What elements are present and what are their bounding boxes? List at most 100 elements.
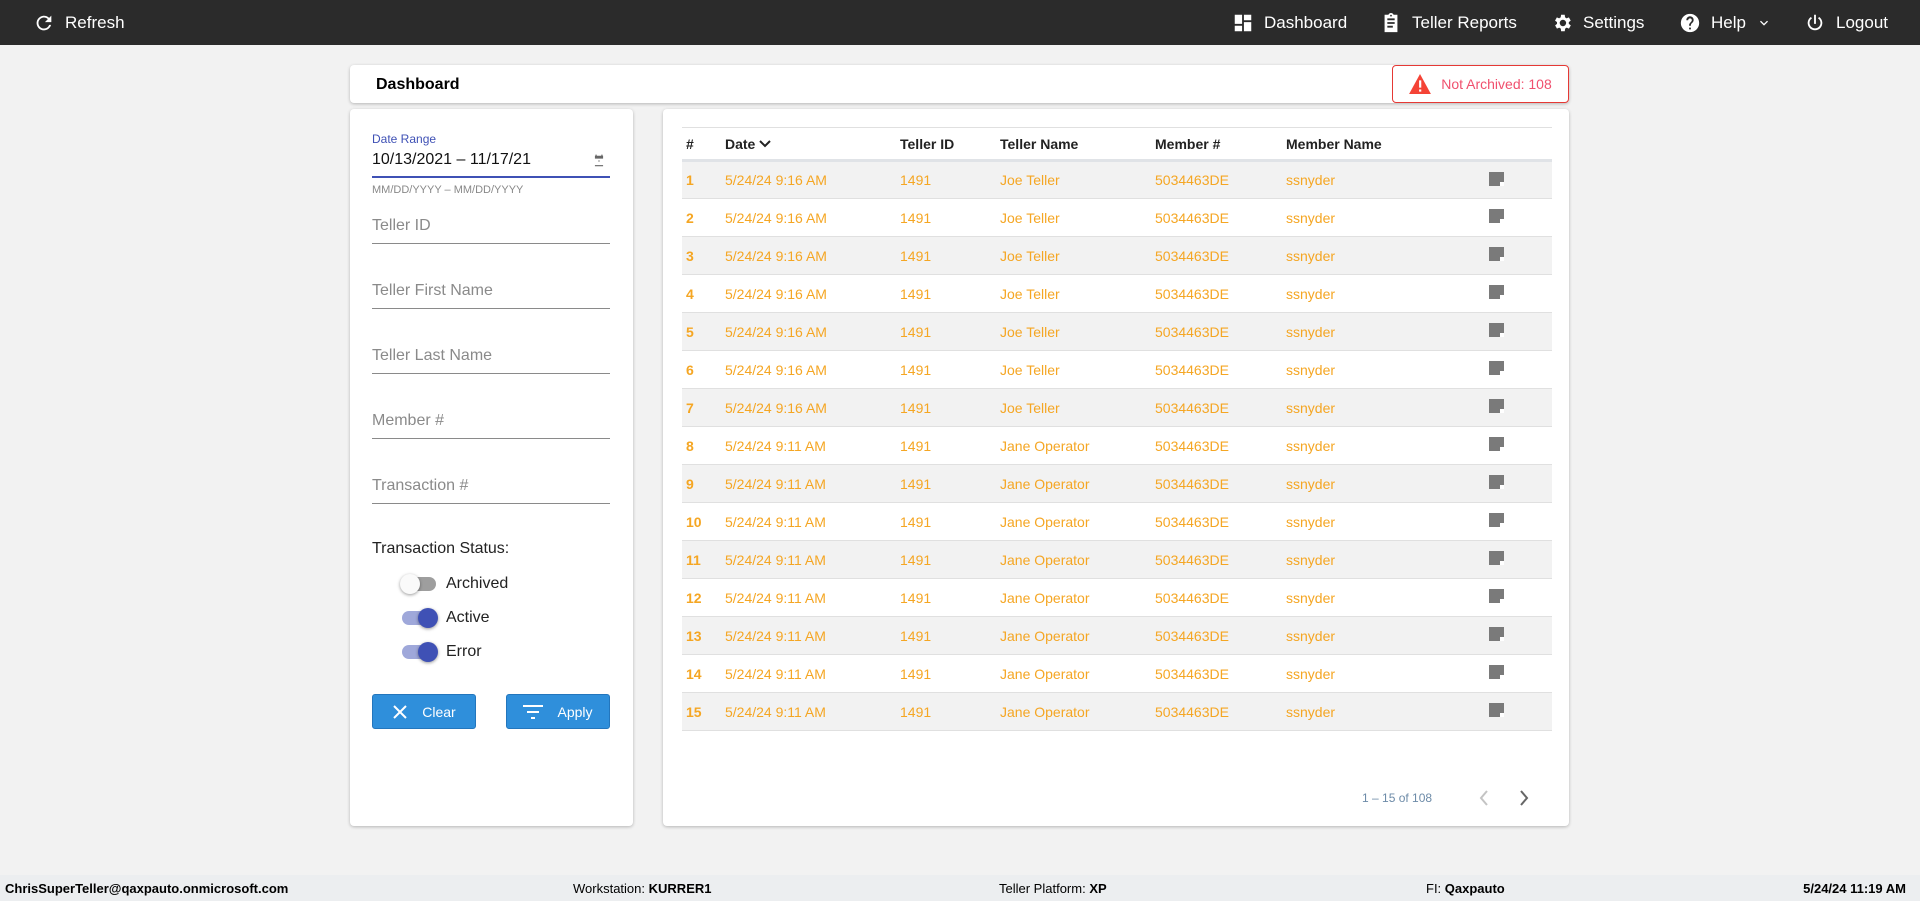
status-toggle-active[interactable]: Active xyxy=(402,608,490,628)
col-teller-name[interactable]: Teller Name xyxy=(1000,127,1155,162)
status-toggle-error[interactable]: Error xyxy=(402,642,482,662)
table-row[interactable]: 10 5/24/24 9:11 AM 1491 Jane Operator 503446… xyxy=(682,502,1552,541)
nav-logout-label: Logout xyxy=(1836,12,1888,32)
note-icon[interactable] xyxy=(1489,513,1504,527)
row-teller-id: 1491 xyxy=(900,692,1000,731)
table-row[interactable]: 9 5/24/24 9:11 AM 1491 Jane Operator 5034463… xyxy=(682,464,1552,503)
col-number[interactable]: # xyxy=(682,127,725,162)
first-name-placeholder: Teller First Name xyxy=(372,282,493,299)
note-icon[interactable] xyxy=(1489,209,1504,223)
table-row[interactable]: 15 5/24/24 9:11 AM 1491 Jane Operator 503446… xyxy=(682,692,1552,731)
table-row[interactable]: 4 5/24/24 9:16 AM 1491 Joe Teller 5034463DE s… xyxy=(682,274,1552,313)
table-row[interactable]: 5 5/24/24 9:16 AM 1491 Joe Teller 5034463DE s… xyxy=(682,312,1552,351)
refresh-label: Refresh xyxy=(65,12,125,32)
row-member-number: 5034463DE xyxy=(1155,388,1286,427)
table-row[interactable]: 6 5/24/24 9:16 AM 1491 Joe Teller 5034463DE s… xyxy=(682,350,1552,389)
row-number: 2 xyxy=(682,198,725,237)
nav-help[interactable]: Help xyxy=(1679,0,1772,45)
power-icon xyxy=(1807,14,1823,30)
row-actions xyxy=(1489,692,1552,731)
row-teller-name: Jane Operator xyxy=(1000,502,1155,541)
apply-button[interactable]: Apply xyxy=(506,694,610,729)
dashboard-icon xyxy=(1234,14,1252,31)
col-date[interactable]: Date xyxy=(725,127,900,162)
row-member-number: 5034463DE xyxy=(1155,236,1286,275)
clipboard-icon xyxy=(1384,12,1398,32)
fi-label: FI: xyxy=(1426,881,1442,896)
status-toggle-archived[interactable]: Archived xyxy=(400,574,508,594)
gear-icon xyxy=(1555,14,1571,31)
row-member-name: ssnyder xyxy=(1286,578,1489,617)
row-teller-id: 1491 xyxy=(900,312,1000,351)
date-range-field[interactable]: Date Range 10/13/2021 – 11/17/21 MM/DD/Y… xyxy=(372,132,610,196)
col-teller-id[interactable]: Teller ID xyxy=(900,127,1000,162)
note-icon[interactable] xyxy=(1489,589,1504,603)
note-icon[interactable] xyxy=(1489,703,1504,717)
table-row[interactable]: 8 5/24/24 9:11 AM 1491 Jane Operator 5034463… xyxy=(682,426,1552,465)
table-row[interactable]: 11 5/24/24 9:11 AM 1491 Jane Operator 503446… xyxy=(682,540,1552,579)
nav-teller-reports[interactable]: Teller Reports xyxy=(1380,0,1517,45)
row-member-number: 5034463DE xyxy=(1155,312,1286,351)
nav-logout[interactable]: Logout xyxy=(1804,0,1888,45)
note-icon[interactable] xyxy=(1489,665,1504,679)
note-icon[interactable] xyxy=(1489,399,1504,413)
date-range-value[interactable]: 10/13/2021 – 11/17/21 xyxy=(372,151,531,168)
row-teller-name: Joe Teller xyxy=(1000,388,1155,427)
row-actions xyxy=(1489,464,1552,503)
chevron-right-icon[interactable] xyxy=(1518,789,1530,807)
note-icon[interactable] xyxy=(1489,361,1504,375)
chevron-down-icon xyxy=(1759,20,1768,26)
row-date: 5/24/24 9:16 AM xyxy=(725,198,900,237)
note-icon[interactable] xyxy=(1489,171,1504,186)
note-icon[interactable] xyxy=(1489,627,1504,641)
table-row[interactable]: 1 5/24/24 9:16 AM 1491 Joe Teller 5034463DE s… xyxy=(682,160,1552,199)
table-row[interactable]: 12 5/24/24 9:11 AM 1491 Jane Operator 503446… xyxy=(682,578,1552,617)
toggle-label: Active xyxy=(446,609,490,626)
chevron-left-icon[interactable] xyxy=(1478,789,1490,807)
toggle-switch[interactable] xyxy=(402,642,438,662)
row-date: 5/24/24 9:11 AM xyxy=(725,616,900,655)
row-member-name: ssnyder xyxy=(1286,502,1489,541)
note-icon[interactable] xyxy=(1489,323,1504,337)
table-row[interactable]: 3 5/24/24 9:16 AM 1491 Joe Teller 5034463DE s… xyxy=(682,236,1552,275)
close-icon xyxy=(393,704,407,719)
calendar-icon[interactable] xyxy=(592,154,606,168)
footer-fi: FI: Qaxpauto xyxy=(1426,881,1505,896)
note-icon[interactable] xyxy=(1489,285,1504,299)
row-member-number: 5034463DE xyxy=(1155,540,1286,579)
fi-value: Qaxpauto xyxy=(1444,881,1505,896)
table-row[interactable]: 13 5/24/24 9:11 AM 1491 Jane Operator 503446… xyxy=(682,616,1552,655)
row-date: 5/24/24 9:11 AM xyxy=(725,426,900,465)
note-icon[interactable] xyxy=(1489,475,1504,489)
not-archived-badge[interactable]: Not Archived: 108 xyxy=(1392,65,1569,103)
row-member-name: ssnyder xyxy=(1286,274,1489,313)
row-date: 5/24/24 9:11 AM xyxy=(725,464,900,503)
row-number: 11 xyxy=(682,540,725,579)
nav-dashboard[interactable]: Dashboard xyxy=(1232,0,1347,45)
nav-dashboard-label: Dashboard xyxy=(1264,12,1348,32)
row-actions xyxy=(1489,426,1552,465)
refresh-button[interactable]: Refresh xyxy=(33,0,125,45)
row-teller-name: Jane Operator xyxy=(1000,692,1155,731)
pagination-range: 1 – 15 of 108 xyxy=(1362,791,1433,805)
table-row[interactable]: 14 5/24/24 9:11 AM 1491 Jane Operator 503446… xyxy=(682,654,1552,693)
row-actions xyxy=(1489,502,1552,541)
table-row[interactable]: 7 5/24/24 9:16 AM 1491 Joe Teller 5034463DE s… xyxy=(682,388,1552,427)
row-teller-id: 1491 xyxy=(900,616,1000,655)
table-row[interactable]: 2 5/24/24 9:16 AM 1491 Joe Teller 5034463DE s… xyxy=(682,198,1552,237)
not-archived-count: Not Archived: 108 xyxy=(1441,76,1552,92)
toggle-switch[interactable] xyxy=(400,574,436,594)
col-member-name[interactable]: Member Name xyxy=(1286,127,1489,162)
row-date: 5/24/24 9:16 AM xyxy=(725,350,900,389)
footer-user: ChrisSuperTeller@qaxpauto.onmicrosoft.co… xyxy=(5,881,289,896)
toggle-switch[interactable] xyxy=(402,608,438,628)
row-date: 5/24/24 9:11 AM xyxy=(725,654,900,693)
col-member-number[interactable]: Member # xyxy=(1155,127,1286,162)
clear-button[interactable]: Clear xyxy=(372,694,476,729)
nav-settings[interactable]: Settings xyxy=(1551,0,1644,45)
note-icon[interactable] xyxy=(1489,551,1504,565)
note-icon[interactable] xyxy=(1489,247,1504,261)
row-teller-name: Jane Operator xyxy=(1000,464,1155,503)
row-number: 15 xyxy=(682,692,725,731)
note-icon[interactable] xyxy=(1489,437,1504,451)
